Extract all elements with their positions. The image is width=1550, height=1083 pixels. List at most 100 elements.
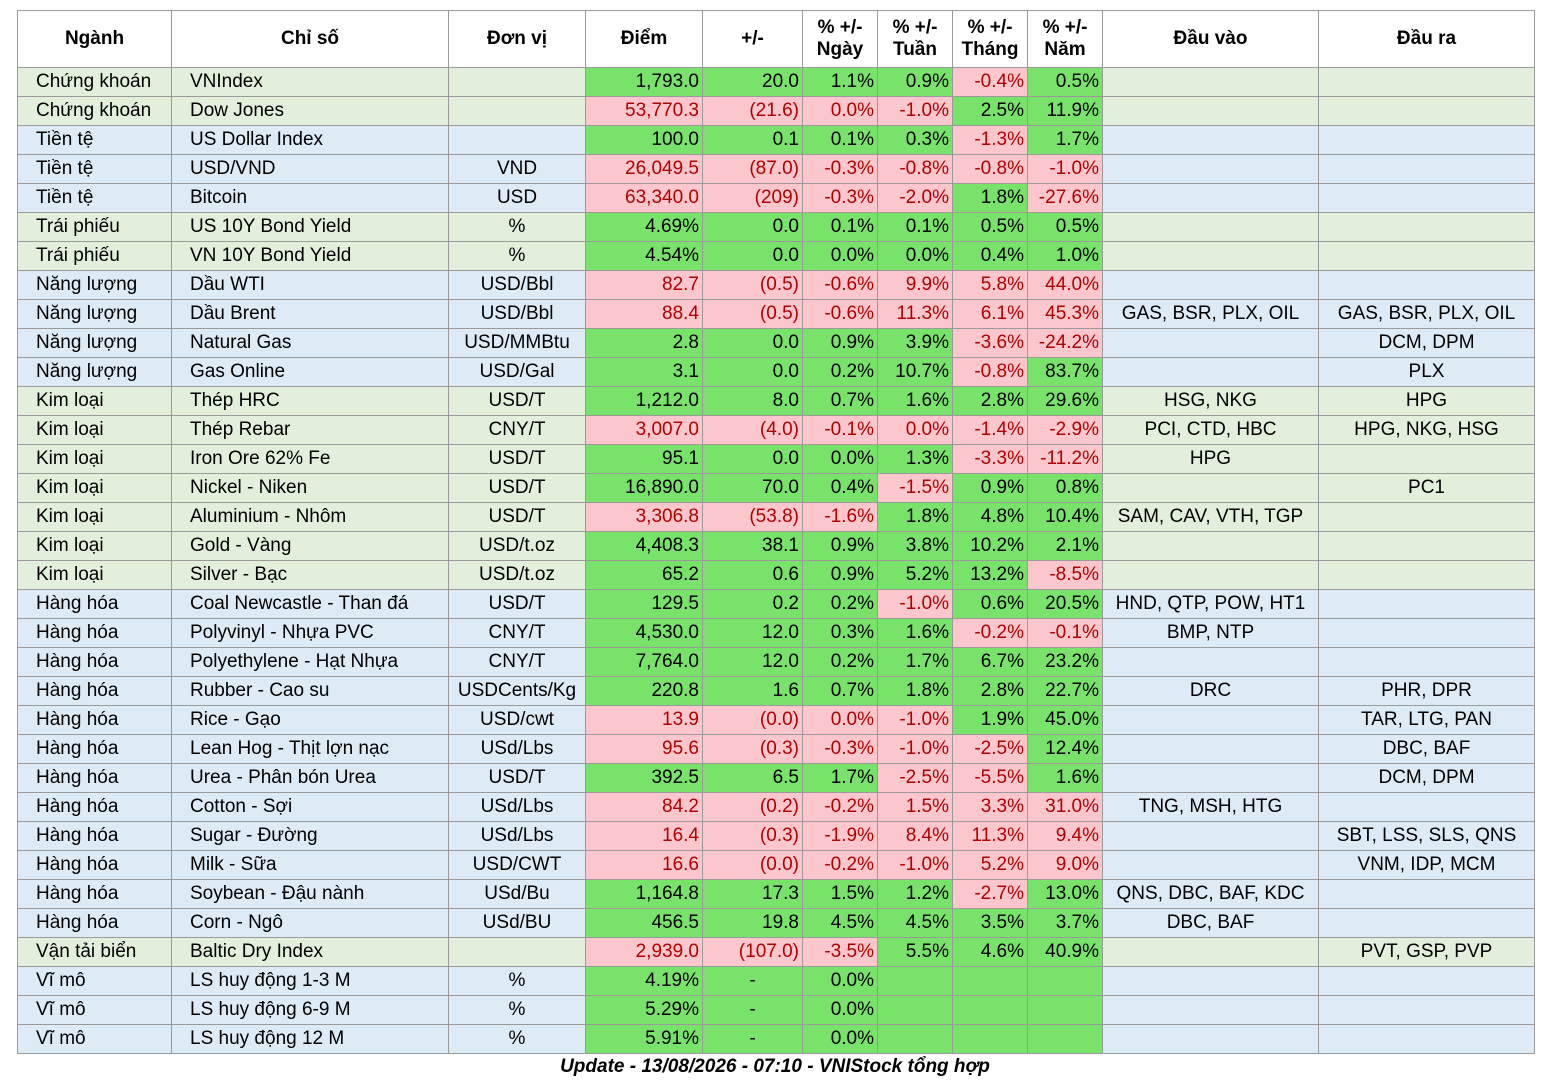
cell-output-stocks[interactable]: VNM, IDP, MCM	[1318, 850, 1535, 880]
cell-change[interactable]: -	[702, 1024, 803, 1054]
cell-points[interactable]: 4.54%	[585, 241, 703, 271]
cell-input-stocks[interactable]: GAS, BSR, PLX, OIL	[1102, 299, 1319, 329]
cell-input-stocks[interactable]	[1102, 995, 1319, 1025]
cell-change[interactable]: -	[702, 995, 803, 1025]
cell-output-stocks[interactable]	[1318, 183, 1535, 213]
cell-unit[interactable]: USD/t.oz	[448, 531, 586, 561]
cell-pct-year[interactable]	[1027, 995, 1103, 1025]
table-row[interactable]: Vĩ mô LS huy động 1-3 M% 4.19% -0.0%	[17, 966, 1535, 996]
cell-unit[interactable]: USd/BU	[448, 908, 586, 938]
cell-input-stocks[interactable]	[1102, 212, 1319, 242]
cell-sector[interactable]: Hàng hóa	[17, 908, 172, 938]
cell-indicator[interactable]: Thép Rebar	[171, 415, 449, 445]
cell-sector[interactable]: Hàng hóa	[17, 676, 172, 706]
cell-pct-year[interactable]: -11.2%	[1027, 444, 1103, 474]
cell-change[interactable]: (0.0)	[702, 850, 803, 880]
cell-pct-week[interactable]: 1.8%	[877, 676, 953, 706]
cell-indicator[interactable]: Gas Online	[171, 357, 449, 387]
cell-input-stocks[interactable]: HPG	[1102, 444, 1319, 474]
cell-input-stocks[interactable]: TNG, MSH, HTG	[1102, 792, 1319, 822]
cell-pct-year[interactable]: 44.0%	[1027, 270, 1103, 300]
cell-pct-week[interactable]: 0.0%	[877, 415, 953, 445]
cell-pct-week[interactable]: 5.2%	[877, 560, 953, 590]
cell-pct-month[interactable]: -1.3%	[952, 125, 1028, 155]
cell-pct-day[interactable]: 1.5%	[802, 879, 878, 909]
cell-input-stocks[interactable]	[1102, 1024, 1319, 1054]
cell-indicator[interactable]: Dầu Brent	[171, 299, 449, 329]
cell-pct-month[interactable]: -2.7%	[952, 879, 1028, 909]
cell-points[interactable]: 220.8	[585, 676, 703, 706]
cell-output-stocks[interactable]: TAR, LTG, PAN	[1318, 705, 1535, 735]
cell-sector[interactable]: Trái phiếu	[17, 241, 172, 271]
cell-points[interactable]: 129.5	[585, 589, 703, 619]
cell-input-stocks[interactable]	[1102, 937, 1319, 967]
cell-output-stocks[interactable]: GAS, BSR, PLX, OIL	[1318, 299, 1535, 329]
table-row[interactable]: Tiền tệ US Dollar Index 100.0 0.1 0.1% 0.3% -1…	[17, 125, 1535, 155]
cell-pct-week[interactable]	[877, 995, 953, 1025]
cell-pct-year[interactable]: 12.4%	[1027, 734, 1103, 764]
cell-input-stocks[interactable]	[1102, 531, 1319, 561]
cell-pct-week[interactable]: -2.0%	[877, 183, 953, 213]
cell-sector[interactable]: Kim loại	[17, 502, 172, 532]
cell-pct-month[interactable]: -0.8%	[952, 357, 1028, 387]
cell-input-stocks[interactable]	[1102, 96, 1319, 126]
cell-change[interactable]: (0.5)	[702, 270, 803, 300]
header-nganh[interactable]: Ngành	[17, 10, 172, 68]
cell-indicator[interactable]: VNIndex	[171, 67, 449, 97]
cell-input-stocks[interactable]	[1102, 357, 1319, 387]
cell-pct-day[interactable]: 0.0%	[802, 1024, 878, 1054]
cell-output-stocks[interactable]: DBC, BAF	[1318, 734, 1535, 764]
cell-change[interactable]: (107.0)	[702, 937, 803, 967]
cell-pct-month[interactable]: 5.8%	[952, 270, 1028, 300]
cell-points[interactable]: 7,764.0	[585, 647, 703, 677]
cell-pct-month[interactable]: 3.5%	[952, 908, 1028, 938]
cell-sector[interactable]: Năng lượng	[17, 328, 172, 358]
cell-indicator[interactable]: Rubber - Cao su	[171, 676, 449, 706]
cell-input-stocks[interactable]	[1102, 328, 1319, 358]
header-pct-day[interactable]: % +/- Ngày	[802, 10, 878, 68]
cell-pct-month[interactable]: 0.5%	[952, 212, 1028, 242]
header-dau-ra[interactable]: Đầu ra	[1318, 10, 1535, 68]
cell-sector[interactable]: Tiền tệ	[17, 154, 172, 184]
cell-pct-year[interactable]: -24.2%	[1027, 328, 1103, 358]
cell-unit[interactable]: USd/Lbs	[448, 792, 586, 822]
cell-pct-day[interactable]: -0.6%	[802, 299, 878, 329]
cell-points[interactable]: 1,164.8	[585, 879, 703, 909]
cell-change[interactable]: 6.5	[702, 763, 803, 793]
cell-change[interactable]: (4.0)	[702, 415, 803, 445]
cell-points[interactable]: 1,793.0	[585, 67, 703, 97]
cell-sector[interactable]: Tiền tệ	[17, 125, 172, 155]
cell-pct-year[interactable]: -27.6%	[1027, 183, 1103, 213]
cell-unit[interactable]: USD/T	[448, 473, 586, 503]
table-row[interactable]: Hàng hóa Corn - Ngô USd/BU 456.5 19.8 4.5% 4.5…	[17, 908, 1535, 938]
cell-pct-year[interactable]: 10.4%	[1027, 502, 1103, 532]
cell-pct-month[interactable]: -3.6%	[952, 328, 1028, 358]
cell-sector[interactable]: Vĩ mô	[17, 1024, 172, 1054]
cell-pct-week[interactable]: -1.0%	[877, 705, 953, 735]
cell-pct-week[interactable]: 3.8%	[877, 531, 953, 561]
cell-indicator[interactable]: Soybean - Đậu nành	[171, 879, 449, 909]
cell-change[interactable]: (0.2)	[702, 792, 803, 822]
cell-indicator[interactable]: Rice - Gạo	[171, 705, 449, 735]
cell-sector[interactable]: Hàng hóa	[17, 647, 172, 677]
cell-indicator[interactable]: Corn - Ngô	[171, 908, 449, 938]
table-row[interactable]: Chứng khoán VNIndex 1,793.0 20.0 1.1% 0.9% -0.…	[17, 67, 1535, 97]
cell-pct-year[interactable]: 45.3%	[1027, 299, 1103, 329]
table-row[interactable]: Hàng hóa Lean Hog - Thịt lợn nạc USd/Lbs 95…	[17, 734, 1535, 764]
cell-points[interactable]: 4,408.3	[585, 531, 703, 561]
cell-unit[interactable]: USD/MMBtu	[448, 328, 586, 358]
cell-pct-year[interactable]: 0.5%	[1027, 67, 1103, 97]
cell-output-stocks[interactable]	[1318, 908, 1535, 938]
cell-change[interactable]: (0.0)	[702, 705, 803, 735]
cell-pct-year[interactable]: 13.0%	[1027, 879, 1103, 909]
cell-pct-day[interactable]: -1.9%	[802, 821, 878, 851]
table-row[interactable]: Trái phiếu US 10Y Bond Yield% 4.69% 0.0 0.1%…	[17, 212, 1535, 242]
cell-points[interactable]: 2,939.0	[585, 937, 703, 967]
header-diem[interactable]: Điểm	[585, 10, 703, 68]
cell-pct-week[interactable]: 3.9%	[877, 328, 953, 358]
cell-unit[interactable]: USD/T	[448, 386, 586, 416]
cell-output-stocks[interactable]	[1318, 618, 1535, 648]
cell-pct-day[interactable]: 0.0%	[802, 966, 878, 996]
cell-unit[interactable]	[448, 96, 586, 126]
cell-sector[interactable]: Kim loại	[17, 531, 172, 561]
